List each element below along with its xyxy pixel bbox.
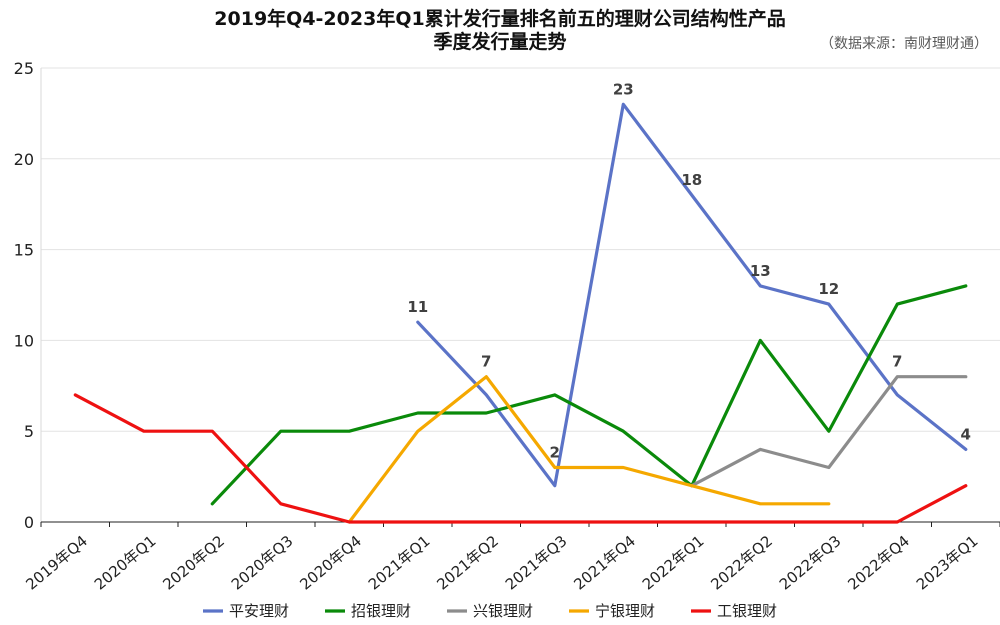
series-line-招银理财 — [210, 284, 968, 506]
x-tick-label: 2021年Q1 — [365, 532, 434, 594]
data-label: 7 — [481, 353, 491, 371]
x-tick-label: 2021年Q2 — [433, 532, 502, 594]
x-tick-label: 2022年Q4 — [844, 532, 913, 594]
data-label: 4 — [961, 425, 971, 443]
gridlines — [41, 67, 1000, 432]
data-label: 12 — [818, 280, 839, 298]
y-axis: 0 5 10 15 20 25 — [14, 59, 42, 532]
data-label: 2 — [550, 444, 560, 462]
y-tick-label: 10 — [14, 331, 34, 350]
legend-label: 兴银理财 — [473, 602, 533, 620]
y-tick-label: 15 — [14, 241, 34, 260]
legend-label: 工银理财 — [717, 602, 777, 620]
x-tick-label: 2019年Q4 — [22, 532, 91, 594]
y-tick-label: 0 — [24, 513, 34, 532]
x-axis: 2019年Q4 2020年Q1 2020年Q2 2020年Q3 2020年Q4 2021年… — [22, 521, 1000, 594]
series-line-平安理财 — [416, 102, 968, 488]
chart-title-line1: 2019年Q4-2023年Q1累计发行量排名前五的理财公司结构性产品 — [214, 8, 786, 30]
data-labels: 11 23 18 13 12 4 7 7 2 — [407, 80, 971, 461]
data-label: 13 — [750, 262, 771, 280]
series-line-兴银理财 — [690, 375, 968, 488]
legend-label: 招银理财 — [351, 602, 411, 620]
x-tick-label: 2021年Q4 — [570, 532, 639, 594]
x-tick-label: 2022年Q1 — [639, 532, 708, 594]
x-tick-label: 2023年Q1 — [913, 532, 982, 594]
chart-title-line2: 季度发行量走势 — [433, 31, 567, 53]
x-tick-label: 2022年Q2 — [707, 532, 776, 594]
series-lines — [73, 102, 968, 524]
series-line-宁银理财 — [347, 375, 831, 524]
data-source-note: （数据来源：南财理财通） — [820, 36, 988, 52]
x-tick-label: 2020年Q4 — [296, 532, 365, 594]
y-tick-label: 25 — [14, 59, 34, 78]
data-label: 11 — [407, 298, 428, 316]
legend: 平安理财 招银理财 兴银理财 宁银理财 工银理财 — [203, 602, 777, 620]
y-tick-label: 5 — [24, 422, 34, 441]
x-tick-label: 2021年Q3 — [502, 532, 571, 594]
data-label: 18 — [681, 171, 702, 189]
x-tick-label: 2022年Q3 — [776, 532, 845, 594]
data-label: 23 — [613, 80, 634, 98]
legend-label: 平安理财 — [229, 602, 289, 620]
x-tick-label: 2020年Q1 — [91, 532, 160, 594]
x-tick-label: 2020年Q2 — [159, 532, 228, 594]
x-tick-label: 2020年Q3 — [228, 532, 297, 594]
legend-label: 宁银理财 — [595, 602, 655, 620]
y-tick-label: 20 — [14, 150, 34, 169]
data-label: 7 — [892, 353, 902, 371]
series-line-工银理财 — [73, 393, 968, 524]
